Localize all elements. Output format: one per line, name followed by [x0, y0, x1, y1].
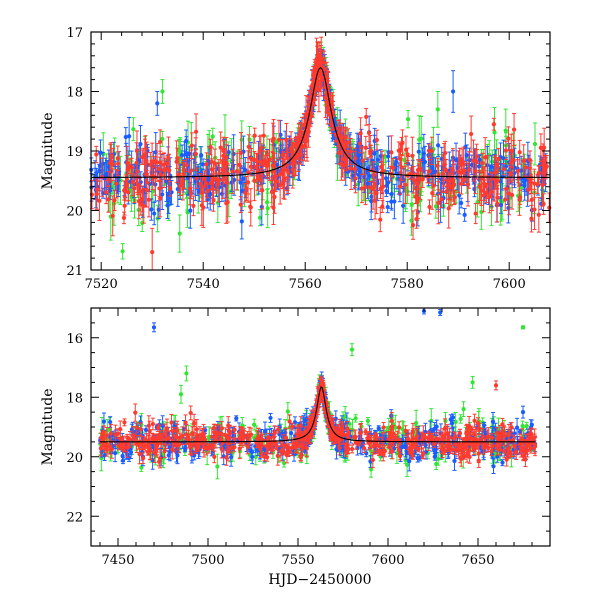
top-data-points	[89, 36, 552, 271]
top-y-tick-label: 21	[66, 264, 83, 279]
bottom-data-points	[98, 307, 538, 480]
red-point	[191, 420, 197, 428]
green-point	[353, 414, 358, 423]
blue-point	[152, 201, 157, 226]
blue-outlier-point	[520, 405, 526, 419]
green-outlier-point	[349, 343, 355, 357]
blue-point	[385, 200, 390, 214]
bottom-x-tick-label: 7450	[101, 553, 134, 568]
bottom-y-tick-label: 16	[66, 332, 83, 347]
top-y-tick-label: 18	[66, 86, 83, 101]
green-outlier-point	[184, 365, 189, 382]
red-point	[472, 413, 477, 428]
top-panel: 7520 7540 7560 7580 7600 17 18 19 20 21 Magnitud…	[40, 26, 552, 292]
red-point	[261, 123, 266, 149]
bottom-y-tick-label: 18	[66, 391, 83, 406]
red-point	[469, 115, 474, 153]
green-point	[532, 122, 538, 166]
green-point	[433, 193, 438, 219]
red-point	[94, 145, 99, 164]
blue-outlier-point	[155, 91, 160, 116]
top-x-tick-label: 7540	[187, 277, 220, 292]
red-outlier-point	[493, 380, 499, 391]
green-point	[265, 188, 270, 229]
blue-point	[268, 412, 273, 423]
blue-point	[416, 142, 421, 161]
red-point	[193, 113, 199, 151]
top-y-tick-label: 20	[66, 205, 83, 220]
blue-point	[436, 133, 441, 157]
top-y-axis-label: Magnitude	[40, 112, 56, 189]
red-point	[158, 129, 163, 155]
red-point	[133, 403, 138, 422]
red-point	[121, 211, 127, 225]
blue-point	[364, 449, 369, 458]
red-point	[350, 444, 355, 454]
blue-point	[108, 416, 113, 428]
x-axis-label: HJD−2450000	[268, 572, 371, 588]
bottom-x-tick-label: 7650	[461, 553, 494, 568]
top-y-tick-label: 17	[66, 26, 83, 41]
green-outlier-point	[178, 384, 184, 404]
red-point	[547, 192, 552, 223]
red-point	[234, 152, 240, 191]
red-point	[436, 181, 441, 225]
bottom-y-tick-label: 20	[66, 451, 83, 466]
blue-outlier-point	[451, 70, 456, 113]
green-point	[160, 130, 165, 147]
green-outlier-point	[435, 91, 440, 128]
green-point	[365, 417, 371, 425]
green-point	[458, 414, 463, 424]
red-point	[150, 417, 156, 431]
green-point	[120, 243, 125, 260]
red-outlier-point	[491, 117, 496, 131]
top-x-tick-label: 7600	[493, 277, 526, 292]
green-outlier-point	[470, 375, 475, 389]
red-point	[143, 135, 148, 173]
bottom-x-tick-label: 7550	[281, 553, 314, 568]
red-point	[476, 453, 481, 468]
green-point	[405, 110, 411, 129]
top-y-tick-label: 19	[66, 145, 83, 160]
green-point	[210, 127, 215, 146]
bottom-x-tick-label: 7500	[191, 553, 224, 568]
green-outlier-point	[160, 79, 165, 104]
green-point	[131, 117, 136, 142]
top-x-tick-label: 7520	[85, 277, 118, 292]
red-point	[380, 200, 385, 213]
blue-point	[234, 415, 239, 422]
green-outlier-point	[520, 325, 526, 330]
bottom-x-tick-label: 7600	[371, 553, 404, 568]
blue-outlier-point	[151, 322, 157, 333]
red-point	[140, 452, 146, 464]
top-x-tick-label: 7580	[391, 277, 424, 292]
red-point	[364, 108, 369, 126]
red-point	[427, 199, 432, 215]
blue-point	[462, 208, 467, 222]
red-point	[378, 207, 383, 233]
blue-point	[498, 196, 504, 214]
green-point	[177, 214, 182, 253]
red-point	[188, 405, 193, 421]
bottom-y-tick-label: 22	[66, 510, 83, 525]
blue-point	[392, 183, 397, 220]
blue-point	[120, 457, 126, 465]
green-point	[185, 197, 190, 228]
red-outlier-point	[150, 227, 155, 271]
top-x-tick-label: 7560	[289, 277, 322, 292]
green-point	[264, 189, 270, 216]
bottom-y-axis-label: Magnitude	[40, 388, 56, 465]
red-point	[122, 418, 127, 427]
red-point	[374, 129, 379, 151]
